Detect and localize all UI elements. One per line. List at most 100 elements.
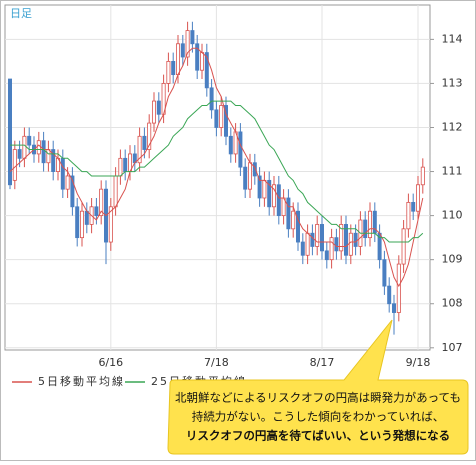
grid <box>5 5 430 350</box>
candle-body <box>108 206 113 243</box>
candle-body <box>204 52 209 89</box>
candle-body <box>291 210 296 230</box>
candle-body <box>118 157 123 177</box>
candle-body <box>353 232 358 247</box>
candle-body <box>80 210 85 239</box>
candle-body <box>238 131 243 168</box>
candle-body <box>185 30 190 58</box>
candle-body <box>396 263 401 313</box>
candle-body <box>166 60 171 84</box>
candle-body <box>17 149 22 159</box>
lines <box>9 47 424 288</box>
candle-body <box>300 241 305 256</box>
candle-body <box>190 30 195 45</box>
y-tick-label: 108 <box>442 297 463 310</box>
candle-body <box>22 135 27 159</box>
ma-line <box>10 100 424 243</box>
y-tick-label: 112 <box>442 120 463 133</box>
candle-body <box>348 232 353 256</box>
candle-body <box>252 162 257 177</box>
x-tick-label: 6/16 <box>98 356 123 369</box>
candle-body <box>195 43 200 71</box>
candle-body <box>223 105 228 137</box>
x-tick-label: 7/18 <box>204 356 229 369</box>
candle-body <box>60 157 65 190</box>
candle-body <box>315 224 320 247</box>
candle-body <box>286 197 291 230</box>
x-tick-label: 8/17 <box>310 356 335 369</box>
candle-body <box>262 179 267 199</box>
candle-body <box>209 87 214 111</box>
candle-body <box>411 201 416 212</box>
candle-body <box>247 162 252 190</box>
candle-body <box>310 232 315 247</box>
candle-body <box>214 109 219 128</box>
candle-body <box>142 135 147 150</box>
y-tick-label: 113 <box>442 76 463 89</box>
x-tick-label: 9/18 <box>406 356 431 369</box>
candle-body <box>123 157 128 172</box>
candle-body <box>94 206 99 217</box>
candle-body <box>243 166 248 190</box>
callout-box <box>167 319 469 455</box>
axes: 107 108 109 110 111 112 113 114 6/16 7/18 8/17 9/18 <box>98 32 462 369</box>
candle-body <box>147 122 152 150</box>
y-tick-label: 111 <box>442 165 463 178</box>
candle-body <box>305 232 310 256</box>
y-tick-label: 110 <box>442 209 463 222</box>
candle-body <box>41 140 46 164</box>
candle-body <box>175 43 180 76</box>
candle-body <box>343 224 348 256</box>
candle-body <box>406 201 411 230</box>
candle-body <box>228 135 233 155</box>
candle-body <box>219 105 224 128</box>
candle-body <box>113 175 118 208</box>
candle-body <box>156 100 161 115</box>
candle-body <box>339 224 344 252</box>
candle-body <box>401 228 406 265</box>
plot-area <box>4 4 431 351</box>
candle-body <box>391 303 396 313</box>
y-tick-label: 114 <box>442 32 463 45</box>
candle-body <box>295 210 300 243</box>
legend-label: 5日移動平均線 <box>38 374 125 388</box>
candles <box>7 21 425 335</box>
candle-body <box>46 149 51 164</box>
candle-body <box>151 100 156 124</box>
candle-body <box>334 237 339 252</box>
candle-body <box>363 219 368 239</box>
candle-body <box>382 259 387 287</box>
candle-body <box>267 179 272 208</box>
candle-body <box>324 250 329 261</box>
candle-body <box>257 175 262 199</box>
candle-body <box>329 237 334 261</box>
y-tick-label: 109 <box>442 253 463 266</box>
ma-line <box>9 47 424 288</box>
candle-body <box>367 210 372 239</box>
candle-body <box>171 60 176 76</box>
callout-line: 持続力がない。こうした傾向をわかっていれば、 <box>192 410 444 424</box>
candle-body <box>271 184 276 208</box>
callout-line: リスクオフの円高を待てばいい、という発想になる <box>186 429 450 443</box>
candle-body <box>387 285 392 305</box>
candle-body <box>276 184 281 217</box>
candle-body <box>84 210 89 225</box>
callout-line: 北朝鮮などによるリスクオフの円高は瞬発力があっても <box>175 391 461 405</box>
candle-body <box>7 78 12 186</box>
candle-body <box>319 224 324 252</box>
candle-body <box>99 188 104 217</box>
candle-body <box>75 206 80 239</box>
y-tick-label: 107 <box>442 341 463 354</box>
candle-body <box>415 184 420 212</box>
candle-body <box>27 135 32 146</box>
candle-body <box>199 52 204 71</box>
candle-body <box>70 175 75 208</box>
candle-body <box>36 140 41 155</box>
candle-body <box>420 166 425 186</box>
candle-body <box>51 149 56 172</box>
candle-body <box>137 135 142 164</box>
candle-body <box>180 43 185 58</box>
candle-body <box>65 175 70 190</box>
candle-body <box>12 149 17 181</box>
